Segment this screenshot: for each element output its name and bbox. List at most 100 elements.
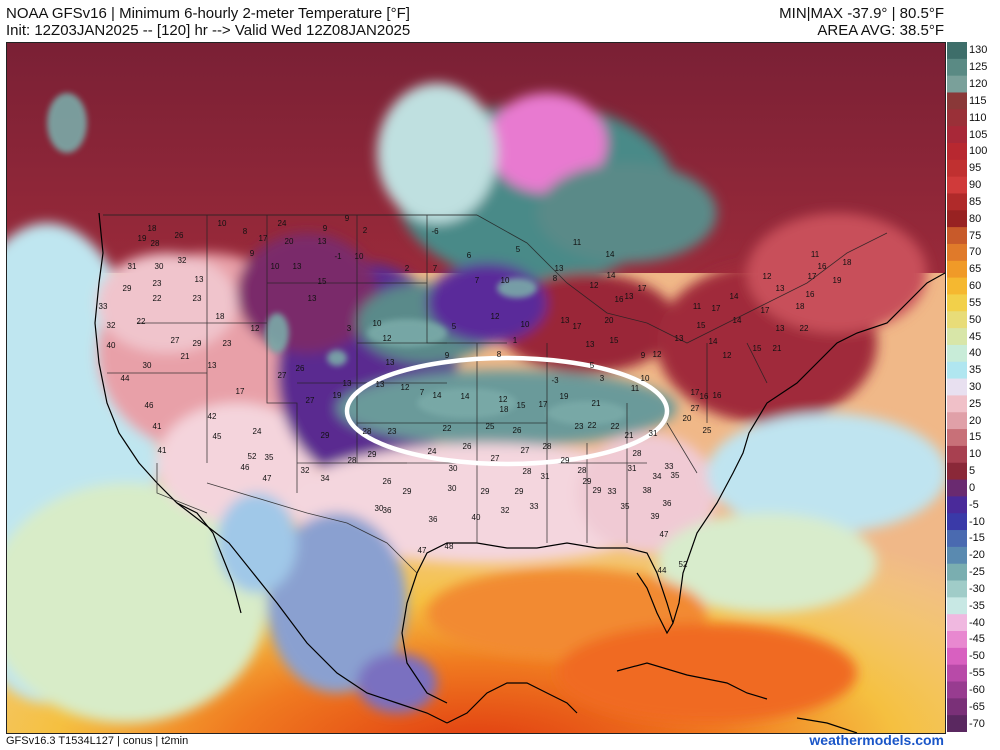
colorbar-tick-label: 25 [969,397,982,410]
station-value-label: 1 [513,336,518,345]
station-value-label: 40 [107,341,116,350]
model-info: GFSv16.3 T1534L127 | conus | t2min [6,735,189,747]
station-value-label: 13 [555,264,564,273]
colorbar-tick-label: -65 [969,700,985,713]
colorbar-tick-label: 35 [969,364,982,377]
station-value-label: 17 [236,387,245,396]
colorbar-swatch [947,530,967,548]
station-value-label: 29 [515,487,524,496]
station-value-label: 52 [248,452,257,461]
station-value-label: 28 [363,427,372,436]
station-value-label: 12 [491,312,500,321]
station-value-label: 25 [486,422,495,431]
station-value-label: 31 [649,429,658,438]
station-value-label: 48 [445,542,454,551]
station-value-label: 23 [223,339,232,348]
colorbar-swatch [947,210,967,228]
station-value-label: 13 [195,275,204,284]
colorbar-tick-label: 125 [969,61,988,74]
colorbar-tick-label: 75 [969,229,982,242]
station-value-label: 26 [175,231,184,240]
colorbar-tick-label: 90 [969,179,982,192]
colorbar-tick-label: 60 [969,280,982,293]
station-value-label: 22 [443,424,452,433]
station-value-label: 14 [433,391,442,400]
station-value-label: 22 [153,294,162,303]
site-credit[interactable]: weathermodels.com [809,732,944,748]
station-value-label: 23 [575,422,584,431]
station-value-label: 30 [449,464,458,473]
colorbar-swatch [947,445,967,464]
colorbar-swatch [947,496,967,514]
station-value-label: 41 [153,422,162,431]
station-value-label: 7 [475,276,480,285]
station-value-label: 41 [158,446,167,455]
station-value-label: 7 [433,264,438,273]
colorbar-tick-label: -60 [969,683,985,696]
colorbar-tick-label: -40 [969,616,985,629]
station-value-label: 30 [155,262,164,271]
colorbar-tick-label: -45 [969,633,985,646]
colorbar-tick-label: 70 [969,246,982,259]
colorbar-swatch [947,159,967,178]
colorbar-swatch [947,395,967,413]
station-value-label: 13 [586,340,595,349]
colorbar-tick-label: 110 [969,111,987,124]
colorbar-swatch [947,361,967,380]
station-value-label: 14 [730,292,739,301]
station-value-label: 23 [193,294,202,303]
colorbar-tick-label: -10 [969,515,985,528]
colorbar-swatch [947,311,967,329]
station-value-label: 11 [693,302,702,311]
colorbar-tick-label: 20 [969,414,982,427]
station-value-label: 21 [592,399,601,408]
station-value-label: 20 [683,414,692,423]
station-value-label: 28 [348,456,357,465]
station-value-label: 39 [651,512,660,521]
station-value-label: 26 [383,477,392,486]
station-value-label: 11 [573,238,582,247]
station-value-label: 5 [590,361,595,370]
station-value-label: 33 [665,462,674,471]
colorbar-tick-label: 10 [969,448,982,461]
station-value-label: 17 [712,304,721,313]
station-value-label: 24 [428,447,437,456]
station-value-label: 27 [491,454,500,463]
station-value-label: 7 [420,388,425,397]
colorbar-tick-label: 45 [969,330,982,343]
colorbar-tick-label: 50 [969,313,982,326]
station-value-label: 3 [600,374,605,383]
station-value-label: 31 [541,472,550,481]
station-value-label: 15 [753,344,762,353]
station-value-label: 46 [145,401,154,410]
station-value-label: 22 [611,422,620,431]
station-value-label: 45 [213,432,222,441]
station-value-label: 13 [376,380,385,389]
station-value-label: 17 [761,306,770,315]
colorbar-tick-label: 30 [969,381,982,393]
station-value-label: 44 [658,566,667,575]
station-value-label: 9 [641,351,646,360]
colorbar-swatch [947,563,967,582]
colorbar-swatch [947,614,967,632]
station-value-label: 13 [386,358,395,367]
colorbar-tick-label: 85 [969,195,982,208]
station-value-label: 14 [709,337,718,346]
colorbar-swatch [947,260,967,279]
station-value-label: 16 [700,392,709,401]
station-value-label: 19 [560,392,569,401]
station-value-label: 27 [521,446,530,455]
station-value-label: 5 [452,322,457,331]
station-value-label: 27 [691,404,700,413]
station-value-label: 29 [593,486,602,495]
station-value-label: 16 [615,295,624,304]
colorbar-swatch [947,681,967,699]
station-value-label: 3 [347,324,352,333]
station-value-label: 31 [128,262,137,271]
colorbar-tick-label: 100 [969,145,988,158]
station-value-label: 8 [243,227,248,236]
station-value-label: 23 [153,279,162,288]
colorbar-tick-label: -20 [969,549,985,562]
station-value-label: -6 [431,227,439,236]
